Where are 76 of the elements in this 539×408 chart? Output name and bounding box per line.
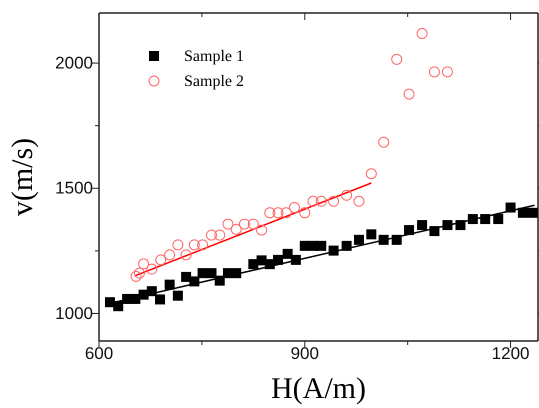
point xyxy=(518,208,528,218)
point xyxy=(134,268,145,279)
point xyxy=(378,234,389,245)
point xyxy=(316,196,327,207)
point xyxy=(155,294,166,304)
point xyxy=(428,66,440,78)
point xyxy=(442,66,453,78)
x-tick-label: 900 xyxy=(290,344,319,364)
point xyxy=(146,264,158,275)
point xyxy=(230,224,242,235)
point xyxy=(391,54,402,65)
point xyxy=(308,196,319,207)
point xyxy=(197,239,208,250)
point xyxy=(392,234,402,245)
x-tick-label: 1200 xyxy=(492,344,530,364)
point xyxy=(342,240,352,251)
point xyxy=(189,276,200,286)
point xyxy=(155,254,166,266)
point xyxy=(256,224,268,236)
point xyxy=(280,207,292,218)
point xyxy=(455,220,466,230)
point xyxy=(493,214,504,224)
point xyxy=(528,208,538,218)
point xyxy=(468,214,478,224)
point xyxy=(506,202,516,213)
point xyxy=(172,290,183,301)
point xyxy=(328,196,340,207)
point xyxy=(290,254,301,265)
point xyxy=(214,230,226,241)
point xyxy=(113,301,124,312)
point xyxy=(273,254,284,265)
point xyxy=(404,88,415,100)
x-axis-title: H(A/m) xyxy=(271,372,366,405)
point xyxy=(188,239,200,250)
point xyxy=(341,190,352,201)
point xyxy=(480,214,490,224)
point xyxy=(248,218,259,230)
point xyxy=(417,220,428,230)
point xyxy=(442,220,452,230)
point xyxy=(222,218,234,230)
point xyxy=(404,225,414,236)
point xyxy=(354,234,364,245)
point xyxy=(378,136,390,148)
point xyxy=(206,268,216,278)
point xyxy=(416,28,428,40)
point xyxy=(366,168,377,180)
point xyxy=(130,270,142,282)
point xyxy=(164,280,175,290)
point xyxy=(353,196,364,207)
point xyxy=(272,207,284,218)
point xyxy=(328,246,339,256)
point xyxy=(316,240,326,251)
y-tick-label: 1500 xyxy=(55,178,93,198)
point xyxy=(264,207,276,218)
y-tick-label: 2000 xyxy=(55,54,93,73)
point xyxy=(146,286,157,296)
point xyxy=(299,207,310,218)
point xyxy=(231,268,242,278)
legend-label: Sample 2 xyxy=(184,73,244,90)
point xyxy=(164,249,176,260)
point xyxy=(198,268,208,278)
point xyxy=(206,230,217,241)
point xyxy=(181,272,192,282)
point xyxy=(366,229,376,240)
y-axis-title: v(m/s) xyxy=(6,138,39,216)
point xyxy=(172,239,184,250)
legend-label: Sample 1 xyxy=(184,48,244,65)
point xyxy=(180,249,192,260)
point xyxy=(282,248,293,259)
point xyxy=(238,218,250,230)
point xyxy=(429,226,440,236)
y-tick-label: 1000 xyxy=(55,304,93,323)
point xyxy=(138,258,150,270)
x-tick-label: 600 xyxy=(84,344,114,364)
point xyxy=(288,202,300,214)
point xyxy=(214,276,225,286)
